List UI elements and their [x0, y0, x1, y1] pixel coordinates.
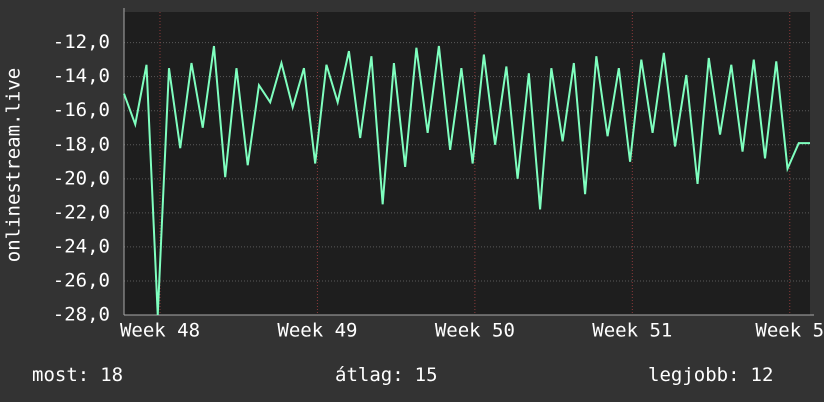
x-tick-label: Week 48	[120, 320, 200, 342]
stat: átlag: 15	[335, 364, 438, 386]
y-tick-label: -24,0	[53, 235, 110, 257]
y-tick-label: -14,0	[53, 65, 110, 87]
x-tick-label: Week 5	[755, 320, 824, 342]
stat-label: legjobb:	[648, 364, 740, 386]
data-line	[123, 45, 810, 316]
stat: legjobb: 12	[648, 364, 773, 386]
x-tick-label: Week 49	[277, 320, 357, 342]
x-tick-label: Week 50	[435, 320, 515, 342]
stat-value: 15	[415, 364, 438, 386]
stat-label: átlag:	[335, 364, 404, 386]
stat-value: 12	[751, 364, 774, 386]
y-tick-label: -28,0	[53, 304, 110, 326]
y-tick-label: -18,0	[53, 133, 110, 155]
stat-label: most:	[32, 364, 89, 386]
y-tick-label: -12,0	[53, 31, 110, 53]
y-tick-label: -26,0	[53, 269, 110, 291]
y-tick-label: -20,0	[53, 167, 110, 189]
x-tick-label: Week 51	[592, 320, 672, 342]
y-axis-label: onlinestream.live	[3, 68, 25, 262]
y-tick-label: -16,0	[53, 99, 110, 121]
stat-value: 18	[100, 364, 123, 386]
stat: most: 18	[32, 364, 123, 386]
y-tick-label: -22,0	[53, 201, 110, 223]
